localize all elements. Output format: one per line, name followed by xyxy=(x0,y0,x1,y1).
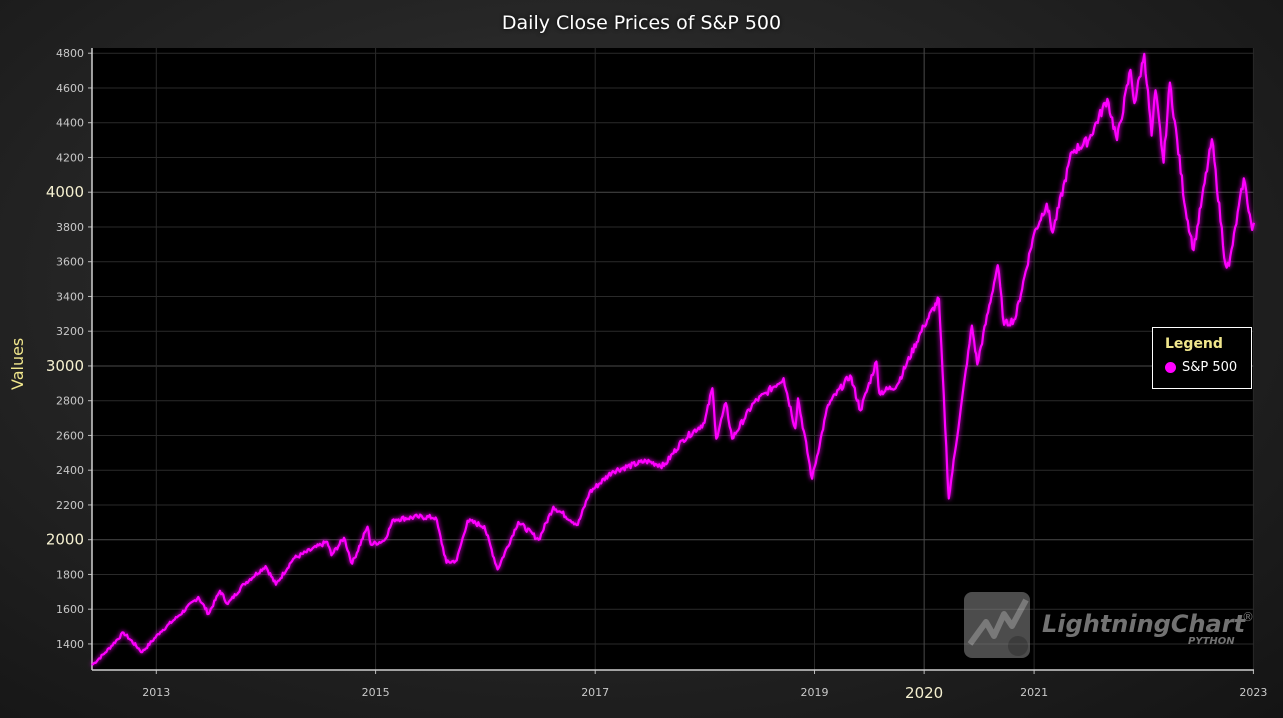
axis-layer: 1400 1600 1800 2000 2200 2400 2600 2800 3000 3200… xyxy=(46,47,1268,702)
y-tick-label: 1400 xyxy=(56,638,84,651)
x-tick-label: 2015 xyxy=(362,686,390,699)
y-tick-label: 2800 xyxy=(56,395,84,408)
y-tick-label: 4800 xyxy=(56,47,84,60)
plot-area xyxy=(92,48,1254,670)
y-tick-label: 3000 xyxy=(46,357,84,375)
lightning-bolt-icon xyxy=(967,598,1029,656)
y-tick-label: 1800 xyxy=(56,568,84,581)
watermark-sub: PYTHON xyxy=(1188,636,1235,647)
y-tick-label: 4200 xyxy=(56,151,84,164)
y-tick-label: 2600 xyxy=(56,429,84,442)
watermark-brand: LightningChart xyxy=(1042,610,1246,638)
y-tick-label: 2200 xyxy=(56,499,84,512)
legend-entry-sp500[interactable]: S&P 500 xyxy=(1165,360,1239,375)
y-tick-label: 3400 xyxy=(56,290,84,303)
x-tick-label: 2017 xyxy=(581,686,609,699)
x-tick-label: 2019 xyxy=(800,686,828,699)
legend[interactable]: Legend S&P 500 xyxy=(1152,327,1252,389)
y-tick-label: 4600 xyxy=(56,82,84,95)
x-tick-label: 2020 xyxy=(905,684,943,702)
grid-layer xyxy=(92,48,1254,670)
chart-title: Daily Close Prices of S&P 500 xyxy=(501,12,782,34)
y-tick-label: 3200 xyxy=(56,325,84,338)
watermark-registered: ® xyxy=(1242,610,1254,624)
x-tick-label: 2013 xyxy=(142,686,170,699)
y-tick-label: 2000 xyxy=(46,531,84,549)
legend-title: Legend xyxy=(1165,336,1223,352)
x-tick-label: 2021 xyxy=(1020,686,1048,699)
series-layer xyxy=(91,52,1256,666)
y-tick-label: 3600 xyxy=(56,256,84,269)
y-tick-label: 2400 xyxy=(56,464,84,477)
y-tick-label: 4400 xyxy=(56,117,84,130)
watermark: LightningChart ® PYTHON xyxy=(958,588,1258,668)
legend-marker-icon xyxy=(1165,362,1176,373)
x-tick-label: 2023 xyxy=(1239,686,1267,699)
y-tick-label: 4000 xyxy=(46,183,84,201)
y-axis-label: Values xyxy=(8,337,27,390)
legend-entry-label: S&P 500 xyxy=(1182,360,1238,375)
y-tick-label: 3800 xyxy=(56,221,84,234)
y-tick-label: 1600 xyxy=(56,603,84,616)
lightningchart-logo-icon xyxy=(964,592,1030,658)
series-line-sp500 xyxy=(91,52,1256,666)
